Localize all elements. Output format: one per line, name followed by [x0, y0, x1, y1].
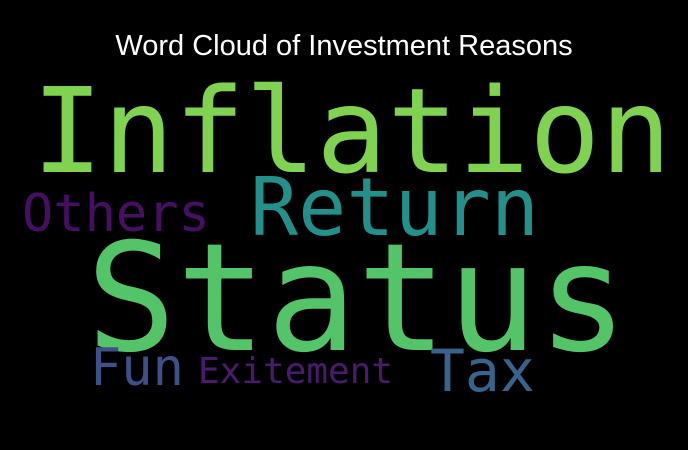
word-inflation: Inflation — [32, 62, 672, 200]
chart-title: Word Cloud of Investment Reasons — [115, 30, 573, 62]
word-return: Return — [250, 161, 539, 254]
word-tax: Tax — [430, 337, 535, 405]
word-others: Others — [22, 184, 210, 244]
word-fun: Fun — [90, 338, 184, 398]
word-status: Status — [86, 212, 628, 386]
word-exitement: Exitement — [198, 351, 394, 392]
